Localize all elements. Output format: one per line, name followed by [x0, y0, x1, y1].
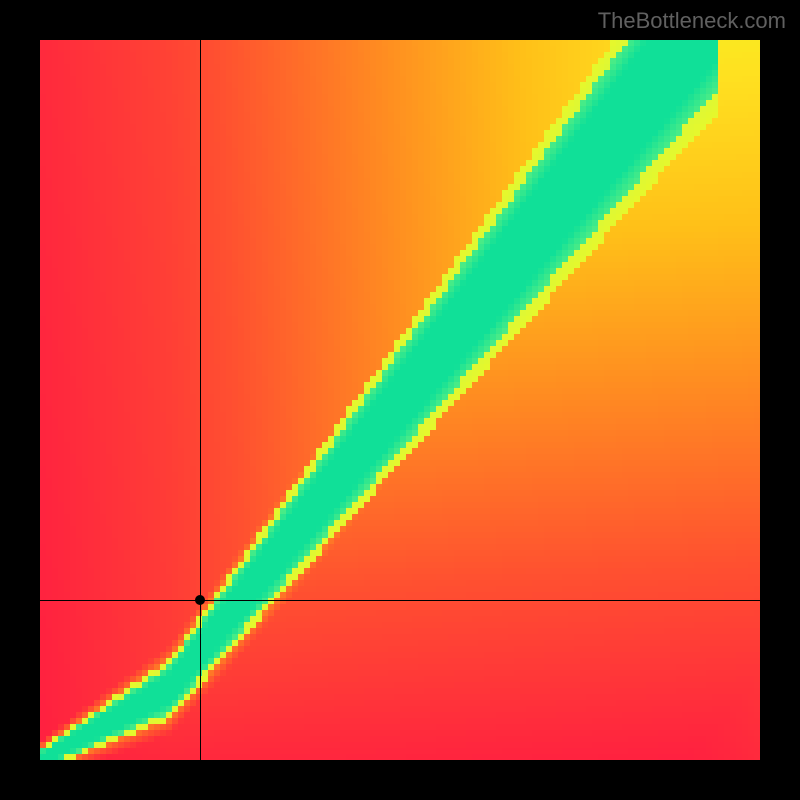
heatmap-canvas [40, 40, 760, 760]
crosshair-vertical [200, 40, 201, 760]
watermark: TheBottleneck.com [598, 8, 786, 34]
bottleneck-heatmap [40, 40, 760, 760]
crosshair-horizontal [40, 600, 760, 601]
crosshair-point [195, 595, 205, 605]
